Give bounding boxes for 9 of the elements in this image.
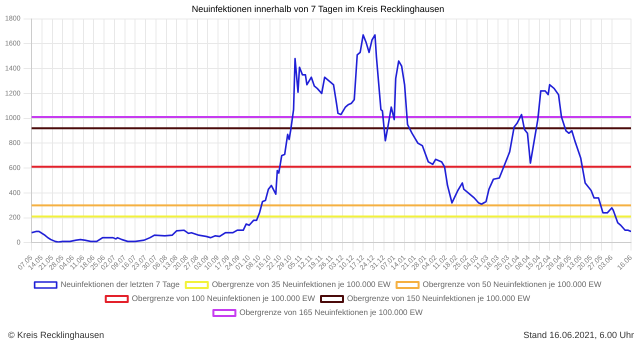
legend-label: Obergrenze von 165 Neuinfektionen je 100.000 EW — [239, 308, 424, 318]
text: © Kreis Recklinghausen — [8, 330, 104, 340]
legend-label: Neuinfektionen der letzten 7 Tage — [60, 280, 180, 290]
legend-label: Obergrenze von 150 Neuinfektionen je 100.000 EW — [347, 294, 531, 304]
legend-label: Obergrenze von 100 Neuinfektionen je 100.000 EW — [132, 294, 316, 304]
chart-title: Neuinfektionen innerhalb von 7 Tagen im Kreis Recklinghausen — [192, 4, 444, 14]
legend-label: Obergrenze von 35 Neuinfektionen je 100.000 EW — [212, 280, 392, 290]
legend-label: Obergrenze von 50 Neuinfektionen je 100.000 EW — [422, 280, 602, 290]
text: Stand 16.06.2021, 6.00 Uhr — [523, 330, 634, 340]
